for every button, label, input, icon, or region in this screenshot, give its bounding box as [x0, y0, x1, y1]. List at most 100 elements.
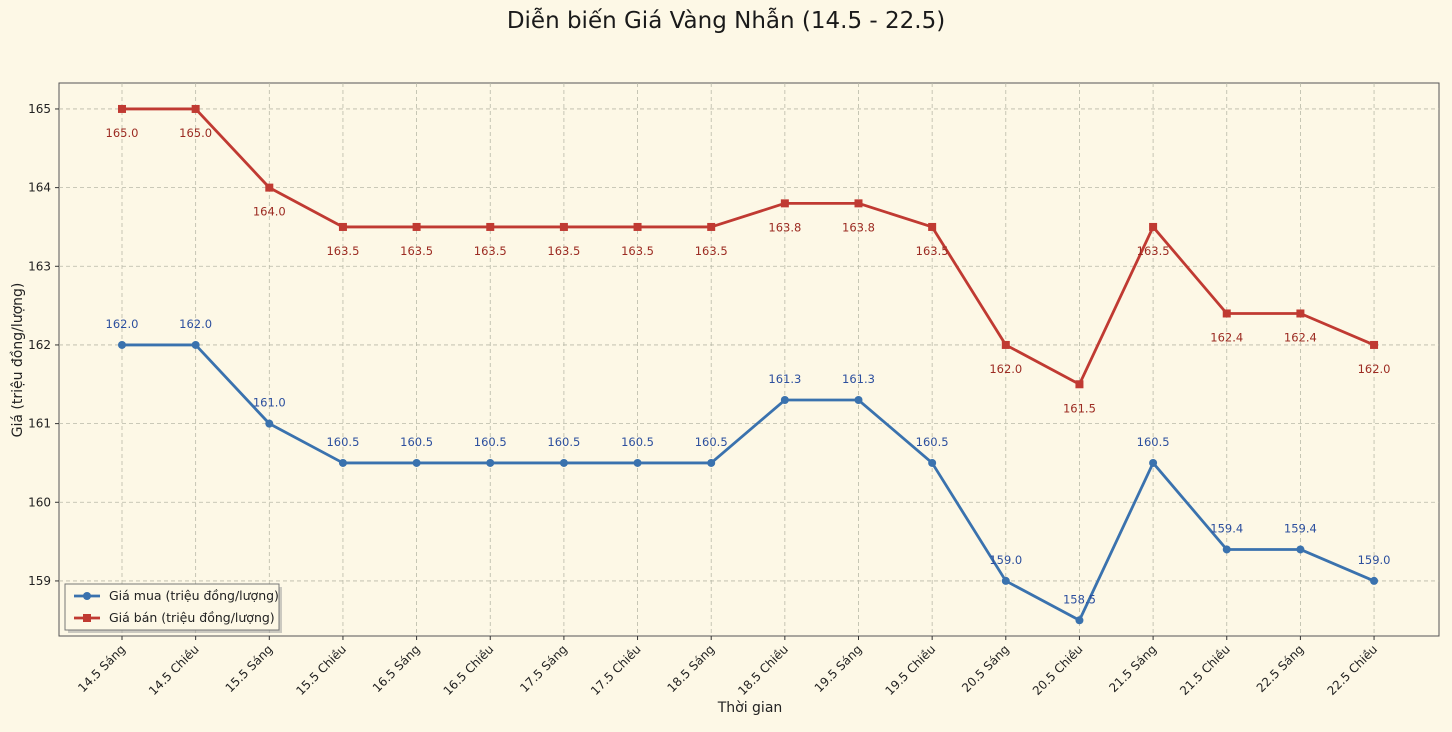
data-label-buy: 158.5	[1063, 592, 1096, 606]
data-point-sell	[1222, 309, 1231, 318]
x-tick-label: 19.5 Chiều	[883, 642, 939, 698]
data-point-buy	[780, 396, 789, 405]
data-point-buy	[412, 458, 421, 467]
data-label-sell: 163.5	[400, 244, 433, 258]
data-label-buy: 161.3	[768, 372, 801, 386]
y-tick-label: 162	[28, 338, 51, 352]
data-point-buy	[633, 458, 642, 467]
data-label-buy: 160.5	[326, 435, 359, 449]
data-label-buy: 160.5	[547, 435, 580, 449]
data-label-buy: 161.0	[253, 396, 286, 410]
data-point-buy	[1001, 576, 1010, 585]
y-axis-ticks: 159 160 161 162 163 164 165	[28, 102, 59, 588]
x-axis-label: Thời gian	[717, 700, 783, 716]
data-label-sell: 165.0	[179, 126, 212, 140]
x-tick-label: 14.5 Chiều	[146, 642, 202, 698]
data-label-buy: 159.0	[1358, 553, 1391, 567]
x-tick-label: 20.5 Chiều	[1030, 642, 1086, 698]
x-tick-label: 14.5 Sáng	[75, 642, 128, 695]
plot-area	[58, 82, 1440, 637]
data-point-buy	[559, 458, 568, 467]
data-point-sell	[191, 104, 200, 113]
x-tick-label: 18.5 Chiều	[735, 642, 791, 698]
data-point-sell	[118, 104, 126, 113]
data-point-buy	[1370, 576, 1379, 585]
data-label-sell: 163.5	[1137, 244, 1170, 258]
data-label-sell: 162.4	[1210, 330, 1243, 344]
data-label-sell: 163.5	[916, 244, 949, 258]
x-tick-label: 16.5 Sáng	[370, 642, 423, 695]
data-label-buy: 160.5	[474, 435, 507, 449]
x-tick-label: 20.5 Sáng	[959, 642, 1012, 695]
data-label-sell: 163.5	[474, 244, 507, 258]
series-line-buy	[122, 343, 1375, 622]
y-axis-label: Giá (triệu đồng/lượng)	[9, 283, 26, 438]
x-tick-label: 17.5 Sáng	[517, 642, 570, 695]
legend: Giá mua (triệu đồng/lượng) Giá bán (triệu…	[64, 583, 282, 633]
data-label-sell: 163.8	[842, 220, 875, 234]
data-point-sell	[1370, 340, 1379, 349]
data-label-buy: 160.5	[695, 435, 728, 449]
data-point-buy	[1222, 545, 1231, 554]
data-label-sell: 164.0	[253, 205, 286, 219]
data-point-buy	[338, 458, 347, 467]
legend-marker-square	[83, 614, 91, 622]
data-point-sell	[1075, 380, 1084, 389]
x-axis-ticks: 14.5 Sáng 14.5 Chiều 15.5 Sáng 15.5 Chiều 16…	[75, 636, 1380, 698]
series-group	[118, 104, 1379, 625]
x-tick-label: 18.5 Sáng	[664, 642, 717, 695]
data-label-buy: 162.0	[106, 317, 139, 331]
x-tick-label: 17.5 Chiều	[588, 642, 644, 698]
data-label-buy: 160.5	[621, 435, 654, 449]
x-tick-label: 16.5 Chiều	[441, 642, 497, 698]
data-point-sell	[1001, 340, 1010, 349]
x-tick-label: 19.5 Sáng	[812, 642, 865, 695]
data-point-sell	[412, 222, 421, 231]
data-label-sell: 162.0	[989, 362, 1022, 376]
data-label-sell: 163.8	[768, 220, 801, 234]
y-tick-label: 164	[28, 181, 51, 195]
data-label-sell: 163.5	[326, 244, 359, 258]
legend-label: Giá bán (triệu đồng/lượng)	[109, 610, 275, 625]
data-label-sell: 163.5	[621, 244, 654, 258]
data-point-sell	[780, 199, 789, 208]
x-tick-label: 21.5 Sáng	[1106, 642, 1159, 695]
data-label-buy: 160.5	[1137, 435, 1170, 449]
data-label-buy: 160.5	[916, 435, 949, 449]
data-label-sell: 161.5	[1063, 401, 1096, 415]
data-point-sell	[1296, 309, 1305, 318]
data-label-buy: 159.0	[989, 553, 1022, 567]
x-tick-label: 22.5 Sáng	[1254, 642, 1307, 695]
data-label-buy: 159.4	[1284, 521, 1317, 535]
data-point-buy	[1149, 458, 1158, 467]
data-labels: 162.0 162.0 161.0 160.5 160.5 160.5 160.5 160.5…	[106, 126, 1391, 606]
data-point-sell	[707, 222, 716, 231]
legend-label: Giá mua (triệu đồng/lượng)	[109, 588, 279, 603]
x-tick-label: 22.5 Chiều	[1324, 642, 1380, 698]
legend-marker-circle	[83, 592, 91, 600]
data-label-buy: 160.5	[400, 435, 433, 449]
data-point-buy	[1296, 545, 1305, 554]
data-point-sell	[1149, 222, 1158, 231]
data-point-buy	[118, 340, 126, 349]
data-point-buy	[486, 458, 495, 467]
data-point-buy	[854, 396, 863, 405]
data-label-sell: 163.5	[695, 244, 728, 258]
data-point-sell	[854, 199, 863, 208]
x-tick-label: 21.5 Chiều	[1177, 642, 1233, 698]
data-label-sell: 165.0	[106, 126, 139, 140]
x-tick-label: 15.5 Chiều	[293, 642, 349, 698]
data-point-sell	[633, 222, 642, 231]
data-label-buy: 162.0	[179, 317, 212, 331]
data-point-buy	[1075, 616, 1084, 625]
y-tick-label: 163	[28, 259, 51, 273]
data-point-sell	[486, 222, 495, 231]
data-point-buy	[707, 458, 716, 467]
chart-title: Diễn biến Giá Vàng Nhẫn (14.5 - 22.5)	[506, 8, 946, 34]
grid	[59, 83, 1439, 636]
data-point-sell	[338, 222, 347, 231]
legend-box	[64, 583, 280, 631]
data-label-buy: 159.4	[1210, 521, 1243, 535]
